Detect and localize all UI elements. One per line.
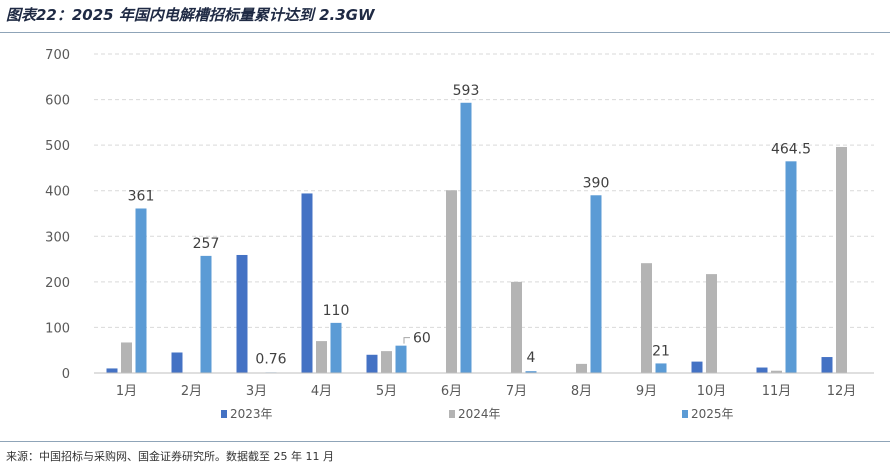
bar-2023年-1月 — [106, 368, 118, 373]
bar-2024年-5月 — [381, 351, 392, 373]
x-axis: 1月 2月 3月 4月 5月 6月 7月 8月 9月 10月 11月 12月 — [94, 372, 874, 399]
bar-2024年-1月 — [121, 342, 132, 373]
x-tick-label: 4月 — [311, 384, 332, 399]
legend-swatch — [449, 410, 455, 418]
x-tick-label: 10月 — [697, 384, 727, 399]
data-label: 0.76 — [255, 352, 286, 368]
grid-lines — [94, 53, 874, 328]
x-tick-label: 8月 — [571, 384, 592, 399]
x-tick-label: 7月 — [506, 384, 527, 399]
bar-2023年-4月 — [301, 193, 313, 373]
y-tick-label: 600 — [45, 94, 70, 109]
x-tick-label: 3月 — [246, 384, 267, 399]
data-label: 464.5 — [771, 141, 811, 157]
bar-2024年-10月 — [706, 274, 717, 373]
data-label: 390 — [583, 175, 610, 191]
title-divider — [0, 32, 890, 33]
y-tick-label: 300 — [45, 230, 70, 245]
x-tick-label: 12月 — [827, 384, 857, 399]
figure-title: 图表22：2025 年国内电解槽招标量累计达到 2.3GW — [6, 6, 375, 24]
bar-2025年-4月 — [330, 322, 342, 373]
y-tick-label: 400 — [45, 185, 70, 200]
data-label: 60 — [413, 331, 431, 347]
data-label: 21 — [652, 343, 670, 359]
legend-label: 2023年 — [230, 407, 273, 421]
legend-swatch — [682, 410, 688, 418]
bar-2024年-11月 — [771, 370, 782, 373]
source-note: 来源：中国招标与采购网、国金证券研究所。数据截至 25 年 11 月 — [6, 450, 334, 463]
data-label: 257 — [193, 236, 220, 252]
y-tick-label: 200 — [45, 276, 70, 291]
bar-2023年-12月 — [821, 357, 833, 373]
bar-2025年-7月 — [525, 371, 537, 373]
y-tick-label: 700 — [45, 48, 70, 63]
y-axis: 0 100 200 300 400 500 600 700 — [45, 48, 70, 382]
bar-2024年-4月 — [316, 341, 327, 373]
source-divider — [0, 441, 890, 442]
data-label: 593 — [453, 83, 480, 99]
legend: 2023年 2024年 2025年 — [221, 407, 734, 421]
y-tick-label: 500 — [45, 139, 70, 154]
bar-2023年-10月 — [691, 361, 703, 373]
data-label: 4 — [527, 350, 536, 366]
x-tick-label: 1月 — [116, 384, 137, 399]
legend-label: 2024年 — [458, 407, 501, 421]
y-tick-label: 100 — [45, 321, 70, 336]
bar-2025年-5月 — [395, 345, 407, 373]
data-label: 110 — [323, 303, 350, 319]
data-label: 361 — [128, 188, 155, 204]
bar-2025年-2月 — [200, 255, 212, 373]
x-tick-label: 9月 — [636, 384, 657, 399]
label-leader-line — [403, 337, 410, 344]
bar-2024年-7月 — [511, 281, 522, 373]
x-tick-label: 11月 — [762, 384, 792, 399]
bar-2023年-2月 — [171, 352, 183, 373]
y-tick-label: 0 — [62, 367, 70, 382]
bars — [106, 102, 847, 374]
legend-swatch — [221, 410, 227, 418]
x-tick-label: 6月 — [441, 384, 462, 399]
bar-2023年-5月 — [366, 354, 378, 373]
bar-2025年-11月 — [785, 161, 797, 373]
bar-2025年-9月 — [655, 363, 667, 373]
bar-2024年-9月 — [641, 263, 652, 373]
bar-2023年-3月 — [236, 254, 248, 373]
bar-chart: 0 100 200 300 400 500 600 700 1月 2月 3月 4月 5月 6月 7月 8月 9… — [45, 48, 874, 421]
data-labels: 361 257 0.76 110 60 593 4 390 21 464.5 — [128, 83, 811, 368]
x-tick-label: 2月 — [181, 384, 202, 399]
bar-2024年-8月 — [576, 363, 587, 373]
bar-2025年-6月 — [460, 102, 472, 374]
bar-2023年-11月 — [756, 367, 768, 373]
legend-label: 2025年 — [691, 407, 734, 421]
bar-2024年-6月 — [446, 190, 457, 373]
x-tick-label: 5月 — [376, 384, 397, 399]
bar-2025年-1月 — [135, 208, 147, 373]
bar-2024年-12月 — [836, 146, 847, 373]
bar-2025年-8月 — [590, 195, 602, 373]
